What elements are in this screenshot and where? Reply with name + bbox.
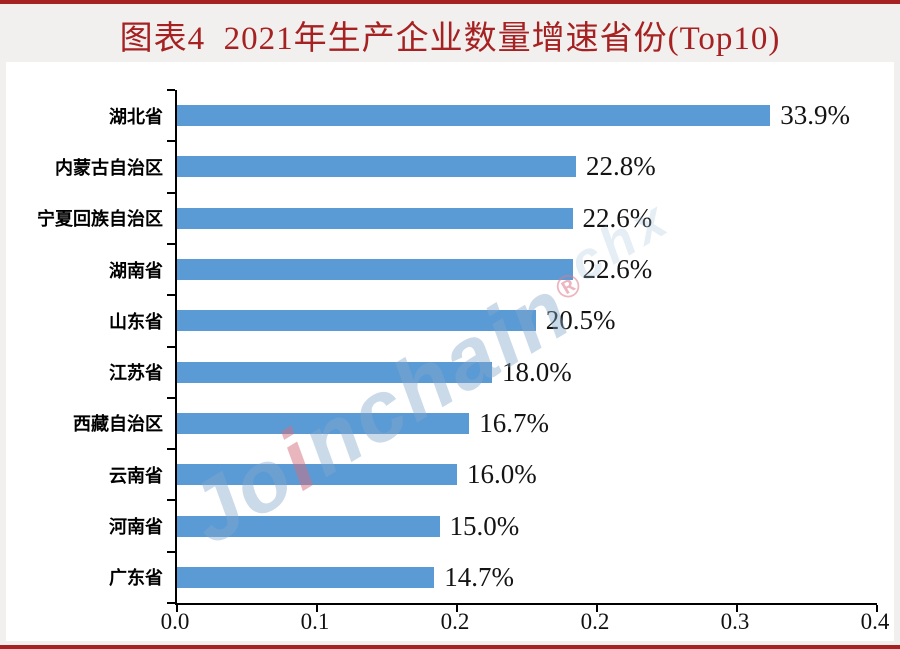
bar-row: 20.5% [177,295,877,346]
y-axis-tick [167,191,175,194]
bar [177,259,573,281]
y-axis-tick [167,89,175,91]
bar-row: 15.0% [177,500,877,551]
x-tick-label: 0.0 [160,609,190,634]
chart-title: 图表4 2021年生产企业数量增速省份(Top10) [119,21,781,57]
x-axis-tick [176,605,178,612]
x-axis-tick [316,605,318,612]
bar-row: 33.9% [177,90,877,141]
bar-row: 22.6% [177,193,877,244]
bar-value-label: 22.6% [582,254,653,285]
x-tick-label: 0.4 [860,609,890,634]
x-axis-tick [736,605,738,612]
bar [177,156,576,178]
plot-area: 33.9% 22.8% 22.6% 22.6% 20.5% 18.0% 16.7% 16.0%… [167,89,878,612]
x-tick-label: 0.2 [440,609,470,634]
category-label: 内蒙古自治区 [55,157,163,178]
bar-value-label: 16.7% [479,407,549,438]
x-axis-tick [456,605,458,612]
bar [177,105,771,127]
bar-row: 16.0% [177,449,877,500]
bar-row: 22.6% [177,244,877,295]
bar-row: 18.0% [177,346,877,397]
bar [177,566,435,588]
x-tick-label: 0.1 [300,609,330,634]
y-axis-tick [167,294,175,297]
category-label: 西藏自治区 [73,414,163,435]
bar [177,361,492,383]
category-label: 广东省 [109,568,163,589]
bar-value-label: 18.0% [502,356,572,387]
bar [177,207,573,229]
top-rule [0,0,900,4]
y-axis-tick [167,448,175,451]
y-axis-tick [167,396,175,399]
y-axis-tick [167,499,175,502]
bar-row: 16.7% [177,398,877,449]
bar-value-label: 15.0% [449,510,520,541]
bar [177,515,440,537]
y-axis-tick [167,602,175,604]
category-label: 江苏省 [109,363,163,384]
bar [177,310,536,332]
category-label: 湖北省 [109,106,163,127]
bar-value-label: 14.7% [444,561,514,592]
bar-value-label: 20.5% [545,305,616,336]
bar-row: 22.8% [177,141,877,192]
y-axis-tick [167,345,175,348]
x-axis-labels: 0.0 0.1 0.2 0.2 0.3 0.4 [161,609,890,640]
bar [177,464,457,486]
bar-row: 14.7% [177,552,877,603]
category-label: 湖南省 [109,260,163,281]
x-tick-label: 0.2 [580,609,610,634]
y-axis-tick [167,242,175,245]
y-axis-tick [167,550,175,553]
bar [177,412,470,434]
bar-value-label: 16.0% [467,459,537,490]
x-axis-tick [876,605,878,612]
bar-value-label: 33.9% [780,100,850,131]
bar-value-label: 22.8% [586,151,656,182]
y-axis-tick [167,140,175,143]
category-label: 云南省 [109,465,163,486]
category-label: 宁夏回族自治区 [37,209,163,230]
x-tick-label: 0.3 [720,609,750,634]
x-axis-tick [596,605,598,612]
bottom-rule [0,645,900,649]
category-label: 山东省 [109,311,163,332]
bars-layer: 33.9% 22.8% 22.6% 22.6% 20.5% 18.0% 16.7% 16.0%… [177,90,877,603]
category-axis: 湖北省内蒙古自治区宁夏回族自治区湖南省山东省江苏省西藏自治区云南省河南省广东省 [0,90,163,603]
category-label: 河南省 [109,517,163,538]
bar-value-label: 22.6% [582,202,653,233]
